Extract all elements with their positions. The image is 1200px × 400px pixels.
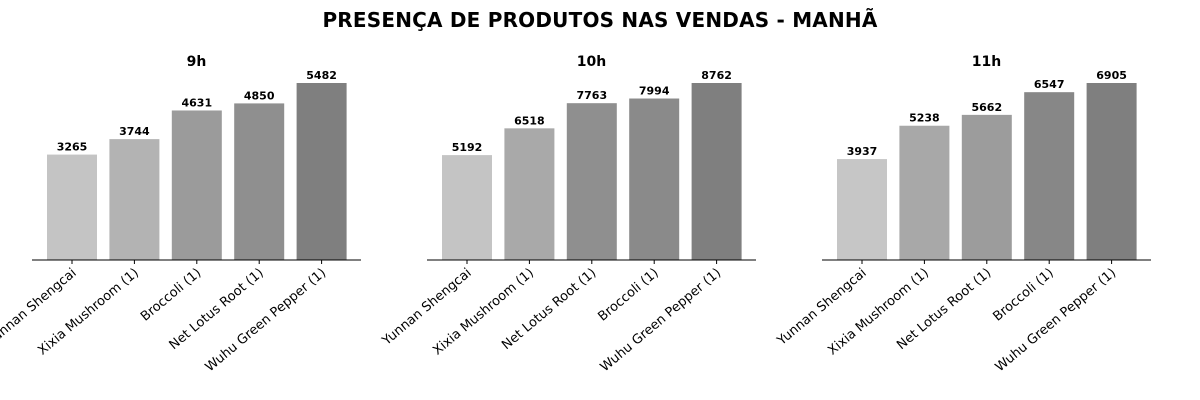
bar-0-4	[296, 83, 347, 260]
x-tick-label-0-4: Wuhu Green Pepper (1)	[203, 266, 329, 376]
bar-value-label-1-4: 8762	[701, 69, 732, 82]
bar-0-0	[47, 154, 97, 260]
bar-value-label-2-0: 3937	[847, 145, 878, 158]
bar-2-3	[1024, 92, 1075, 261]
bar-0-2	[171, 110, 222, 260]
bar-2-0	[837, 159, 887, 260]
bar-value-label-0-1: 3744	[119, 125, 150, 138]
bar-1-4	[691, 83, 742, 260]
bar-2-4	[1086, 83, 1137, 260]
x-tick-label-1-4: Wuhu Green Pepper (1)	[598, 266, 724, 376]
subplot-title-2: 11h	[972, 54, 1001, 70]
bar-value-label-2-4: 6905	[1096, 69, 1127, 82]
bar-value-label-1-0: 5192	[452, 141, 483, 154]
bar-value-label-0-0: 3265	[57, 141, 88, 154]
x-tick-label-1-1: Xixia Mushroom (1)	[430, 266, 537, 359]
bar-value-label-2-3: 6547	[1034, 78, 1065, 91]
bar-1-0	[442, 155, 492, 260]
bar-value-label-0-3: 4850	[244, 89, 275, 102]
x-tick-label-1-3: Broccoli (1)	[595, 266, 661, 325]
bar-0-1	[109, 139, 160, 260]
x-tick-label-2-4: Wuhu Green Pepper (1)	[993, 266, 1119, 376]
bar-value-label-0-4: 5482	[306, 69, 337, 82]
bar-value-label-0-2: 4631	[181, 96, 212, 109]
bar-value-label-1-2: 7763	[576, 89, 607, 102]
bar-0-3	[234, 103, 285, 260]
bar-value-label-1-3: 7994	[639, 85, 670, 98]
bar-2-2	[961, 114, 1012, 260]
bar-value-label-2-1: 5238	[909, 112, 940, 125]
x-tick-label-0-2: Broccoli (1)	[138, 266, 204, 325]
subplot-title-1: 10h	[577, 54, 606, 70]
bar-1-1	[504, 128, 555, 260]
figure-title: PRESENÇA DE PRODUTOS NAS VENDAS - MANHÃ	[322, 8, 878, 32]
x-tick-label-2-3: Broccoli (1)	[990, 266, 1056, 325]
bar-value-label-2-2: 5662	[971, 101, 1002, 114]
bar-value-label-1-1: 6518	[514, 114, 545, 127]
bar-1-3	[629, 98, 680, 260]
bar-1-2	[566, 103, 617, 260]
x-tick-label-2-1: Xixia Mushroom (1)	[825, 266, 932, 359]
x-tick-label-0-1: Xixia Mushroom (1)	[35, 266, 142, 359]
bar-2-1	[899, 125, 950, 261]
subplot-title-0: 9h	[187, 54, 207, 70]
